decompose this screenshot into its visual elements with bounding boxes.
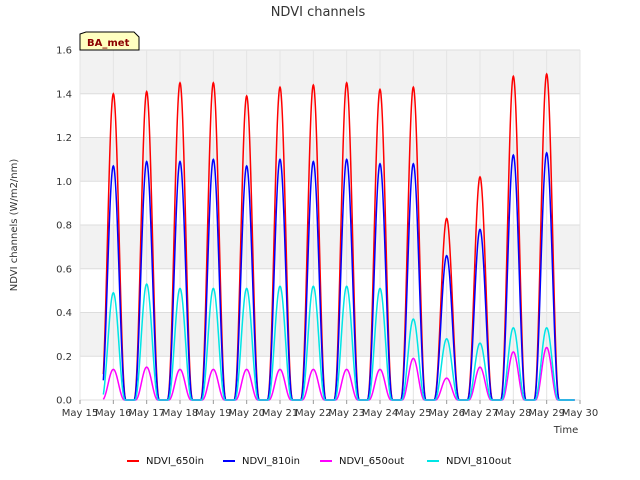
- series-lines: [102, 72, 575, 401]
- x-tick-label: May 28: [495, 408, 532, 419]
- plot-band: [80, 312, 580, 357]
- legend-item: NDVI_810out: [427, 456, 511, 467]
- x-tick-label: May 29: [528, 408, 565, 419]
- legend: NDVI_650in NDVI_810in NDVI_650out NDVI_810o…: [127, 456, 511, 467]
- x-tick-label: May 20: [228, 408, 265, 419]
- legend-item: NDVI_650in: [127, 456, 204, 467]
- series-line-ndvi-810out: [102, 283, 575, 401]
- y-tick-label: 0.0: [56, 396, 72, 407]
- chart-title: NDVI channels: [271, 5, 366, 20]
- y-tick-label: 1.2: [56, 133, 72, 144]
- x-tick-label: May 30: [562, 408, 599, 419]
- x-axis-label: Time: [553, 425, 578, 436]
- x-tick-label: May 21: [262, 408, 299, 419]
- y-tick-label: 0.4: [56, 308, 72, 319]
- legend-label: NDVI_810in: [242, 456, 300, 467]
- x-tick-label: May 16: [95, 408, 132, 419]
- plot-band: [80, 225, 580, 269]
- x-tick-label: May 19: [195, 408, 232, 419]
- legend-label: NDVI_810out: [446, 456, 511, 467]
- site-badge-box: [79, 31, 140, 51]
- y-tick-label: 0.6: [56, 264, 72, 275]
- x-tick-label: May 17: [128, 408, 165, 419]
- legend-item: NDVI_650out: [320, 456, 404, 467]
- plot-band: [80, 137, 580, 182]
- y-axis-ticks: 0.0 0.2 0.4 0.6 0.8 1.0 1.2 1.4 1.6: [56, 46, 72, 407]
- legend-item: NDVI_810in: [223, 456, 300, 467]
- x-tick-label: May 27: [462, 408, 499, 419]
- site-badge-label: BA_met: [87, 38, 130, 49]
- x-tick-label: May 22: [295, 408, 332, 419]
- legend-label: NDVI_650in: [146, 456, 204, 467]
- y-axis-label: NDVI channels (W/m2/nm): [9, 159, 20, 292]
- y-tick-label: 1.4: [56, 89, 72, 100]
- y-tick-label: 0.8: [56, 221, 72, 232]
- site-badge: BA_met: [79, 31, 140, 51]
- x-tick-label: May 23: [328, 408, 365, 419]
- x-tick-label: May 18: [162, 408, 199, 419]
- x-tick-label: May 15: [62, 408, 99, 419]
- plot-band: [80, 50, 580, 94]
- x-tick-label: May 26: [428, 408, 465, 419]
- x-tick-label: May 25: [395, 408, 432, 419]
- gridlines: [79, 49, 581, 401]
- y-tick-label: 0.2: [56, 352, 72, 363]
- y-tick-label: 1.0: [56, 177, 72, 188]
- legend-label: NDVI_650out: [339, 456, 404, 467]
- x-tick-label: May 24: [362, 408, 399, 419]
- y-tick-label: 1.6: [56, 46, 72, 57]
